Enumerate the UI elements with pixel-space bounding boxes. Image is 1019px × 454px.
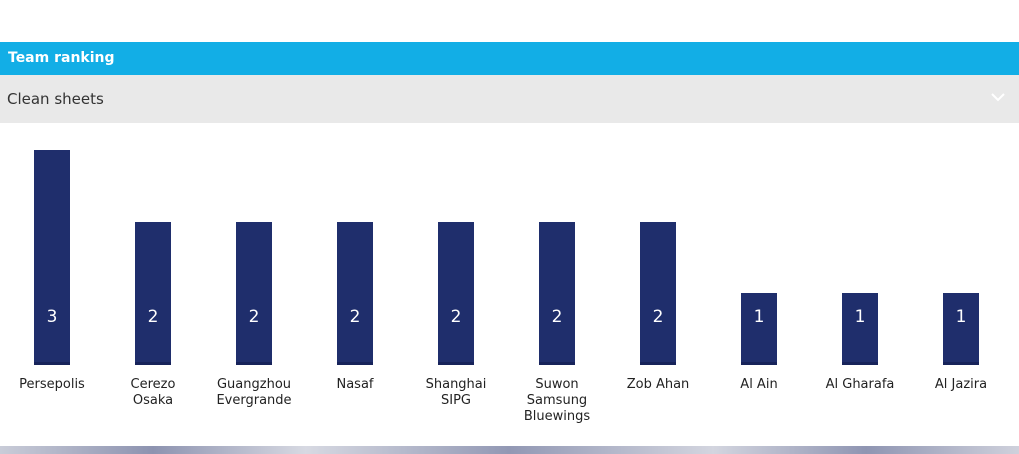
bar bbox=[842, 293, 878, 365]
category-label: Cerezo Osaka bbox=[130, 377, 176, 408]
bar bbox=[34, 150, 70, 365]
value-label: 1 bbox=[854, 307, 866, 327]
subtitle: Clean sheets bbox=[7, 90, 104, 108]
category-label: Persepolis bbox=[19, 377, 85, 392]
value-label: 2 bbox=[551, 307, 563, 327]
value-label: 2 bbox=[147, 307, 159, 327]
bar bbox=[741, 293, 777, 365]
bar bbox=[640, 221, 676, 365]
value-label: 3 bbox=[46, 307, 58, 327]
chevron bbox=[991, 93, 1005, 102]
value-label: 2 bbox=[349, 307, 361, 327]
value-label: 1 bbox=[753, 307, 765, 327]
value-label: 1 bbox=[955, 307, 967, 327]
category-label: Zob Ahan bbox=[626, 377, 690, 392]
bar bbox=[539, 221, 575, 365]
bar bbox=[438, 221, 474, 365]
bar bbox=[337, 221, 373, 365]
category-label: Nasaf bbox=[336, 377, 374, 392]
bar bbox=[943, 293, 979, 365]
footer-stripe bbox=[0, 446, 1019, 454]
value-label: 2 bbox=[248, 307, 260, 327]
category-label: Suwon Samsung Bluewings bbox=[523, 377, 591, 424]
dropdown[interactable]: Clean sheets bbox=[0, 75, 1019, 123]
category-label: Guangzhou Evergrande bbox=[216, 377, 292, 408]
title: Team ranking bbox=[8, 50, 115, 66]
category-label: Al Jazira bbox=[934, 377, 988, 392]
category-label: Al Ain bbox=[740, 377, 778, 392]
value-label: 2 bbox=[450, 307, 462, 327]
header-bar: Team ranking bbox=[0, 42, 1019, 75]
bar bbox=[135, 221, 171, 365]
category-label: Al Gharafa bbox=[825, 377, 895, 392]
category-label: Shanghai SIPG bbox=[425, 377, 487, 408]
value-label: 2 bbox=[652, 307, 664, 327]
bar bbox=[236, 221, 272, 365]
